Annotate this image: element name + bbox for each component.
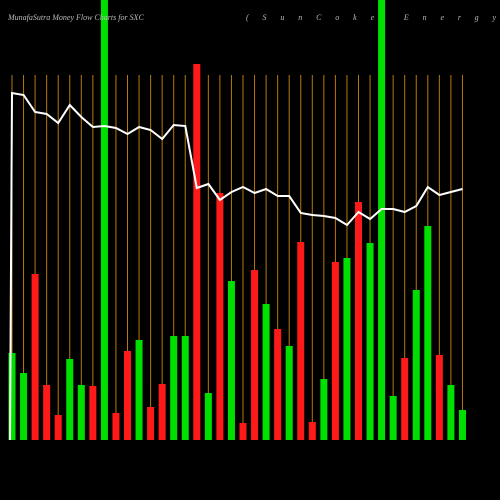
bar — [31, 274, 39, 440]
bar — [297, 242, 305, 440]
bar — [435, 355, 443, 440]
bar — [181, 336, 189, 440]
chart-subtitle: (SunCoke Energy — [246, 13, 496, 22]
bar — [262, 304, 270, 440]
bar — [227, 281, 235, 440]
bar — [274, 329, 282, 440]
bar — [251, 270, 259, 440]
price-line — [9, 91, 463, 441]
bar — [66, 359, 74, 440]
bar — [158, 384, 166, 440]
bar — [216, 193, 224, 440]
bar — [389, 396, 397, 440]
bar — [8, 353, 16, 440]
bar — [331, 262, 339, 440]
bar — [89, 386, 97, 440]
bar — [285, 346, 293, 440]
bar — [112, 413, 120, 440]
bar — [401, 358, 409, 440]
bar — [43, 385, 51, 440]
bar — [320, 379, 328, 440]
bar — [424, 226, 432, 440]
bar — [135, 340, 143, 440]
bar — [378, 0, 386, 440]
bar — [170, 336, 178, 440]
bar — [343, 258, 351, 440]
bar — [20, 373, 28, 440]
bar — [124, 351, 131, 440]
bar — [193, 64, 201, 440]
bar — [355, 202, 362, 440]
bar — [54, 415, 62, 440]
bar — [239, 423, 247, 440]
bar — [366, 243, 374, 440]
bar — [147, 407, 155, 440]
bar — [204, 393, 212, 440]
bar — [308, 422, 316, 440]
bar — [447, 385, 455, 440]
chart-title: MunafaSutra Money Flow Charts for SXC — [7, 13, 144, 22]
bar — [412, 290, 420, 440]
bar — [458, 410, 466, 440]
bar — [100, 0, 108, 440]
bar — [77, 385, 85, 440]
